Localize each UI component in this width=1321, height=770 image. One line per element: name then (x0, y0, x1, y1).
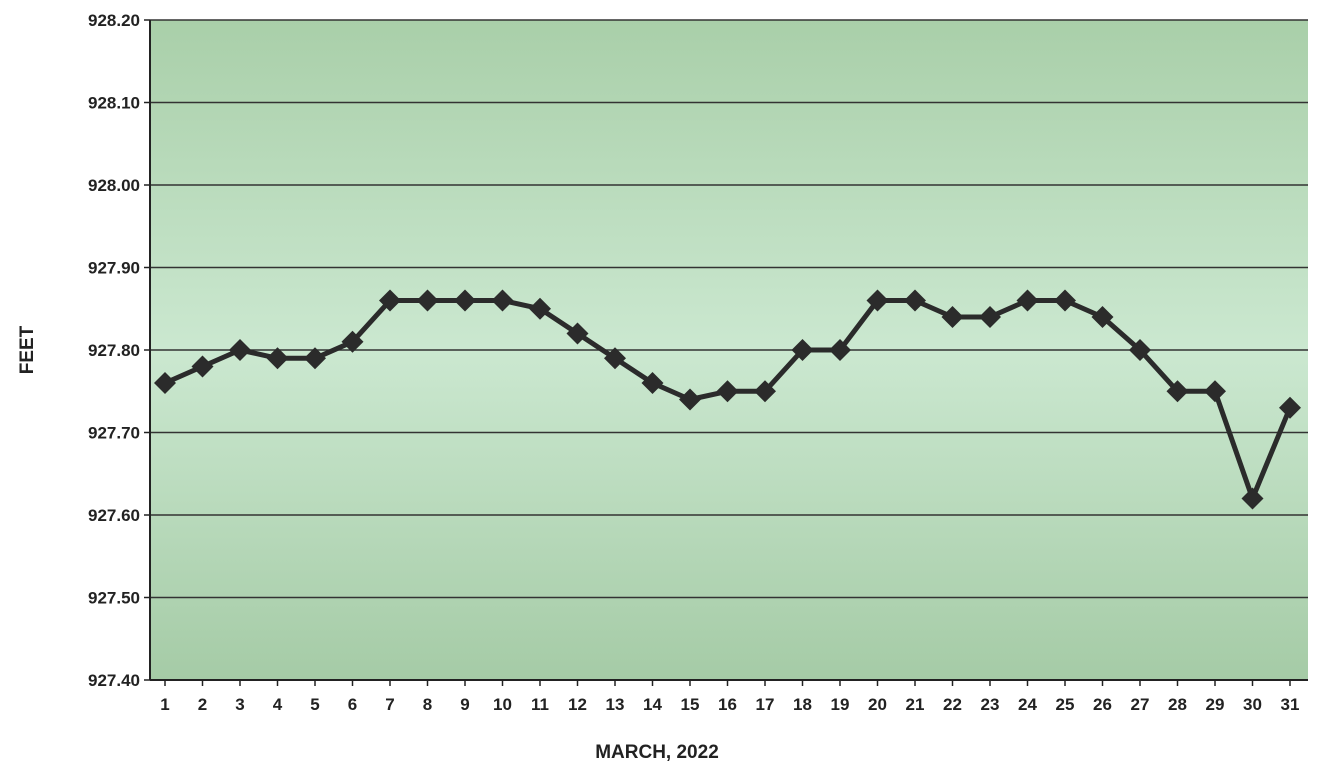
x-tick-label: 25 (1056, 695, 1075, 714)
x-tick-label: 13 (606, 695, 625, 714)
y-axis-ticks: 927.40 927.50 927.60 927.70 927.80 927.90 928.… (88, 11, 150, 690)
data-point-marker (1016, 289, 1039, 312)
x-tick-label: 4 (273, 695, 283, 714)
data-point-marker (866, 289, 889, 312)
data-point-marker (1054, 289, 1076, 312)
x-tick-label: 3 (235, 695, 244, 714)
data-point-marker (454, 289, 476, 312)
data-point-marker (754, 380, 776, 403)
x-axis-ticks: 1 2 3 4 5 6 7 8 9 10 11 12 13 14 15 16 17 18 19 20 21 22 23 24 2… (160, 680, 1299, 714)
data-point-marker (304, 347, 326, 370)
y-tick-label: 927.50 (88, 589, 140, 608)
x-tick-label: 9 (460, 695, 469, 714)
y-tick-label: 927.60 (88, 506, 140, 525)
data-point-marker (941, 306, 964, 328)
x-tick-label: 31 (1281, 695, 1300, 714)
x-tick-label: 28 (1168, 695, 1187, 714)
y-tick-label: 927.40 (88, 671, 140, 690)
x-tick-label: 22 (943, 695, 962, 714)
data-point-marker (641, 372, 664, 394)
x-tick-label: 18 (793, 695, 812, 714)
data-point-marker (904, 289, 926, 312)
x-tick-label: 23 (981, 695, 1000, 714)
data-point-marker (566, 322, 589, 345)
y-tick-label: 927.90 (88, 259, 140, 278)
y-tick-label: 927.70 (88, 424, 140, 443)
x-tick-label: 30 (1243, 695, 1262, 714)
y-tick-label: 927.80 (88, 341, 140, 360)
x-tick-label: 29 (1206, 695, 1225, 714)
data-point-marker (829, 339, 851, 361)
x-tick-label: 6 (348, 695, 357, 714)
data-point-marker (979, 306, 1001, 328)
x-tick-label: 17 (756, 695, 775, 714)
data-point-marker (379, 289, 401, 312)
y-tick-label: 928.20 (88, 11, 140, 30)
x-axis-title: MARCH, 2022 (595, 742, 719, 763)
data-markers (154, 289, 1301, 510)
data-point-marker (341, 330, 364, 353)
x-tick-label: 2 (198, 695, 207, 714)
data-point-marker (229, 339, 251, 361)
x-tick-label: 11 (531, 695, 549, 714)
x-tick-label: 10 (493, 695, 512, 714)
x-tick-label: 16 (718, 695, 737, 714)
y-axis-title: FEET (17, 325, 38, 374)
x-tick-label: 1 (160, 695, 169, 714)
y-tick-label: 928.00 (88, 176, 140, 195)
data-point-marker (191, 355, 214, 378)
x-tick-label: 21 (906, 695, 925, 714)
x-tick-label: 7 (385, 695, 394, 714)
data-point-marker (1091, 306, 1114, 328)
x-tick-label: 19 (831, 695, 850, 714)
x-tick-label: 5 (310, 695, 319, 714)
data-point-marker (154, 372, 176, 394)
gridlines (150, 19, 1308, 599)
data-point-marker (266, 347, 289, 370)
data-point-marker (1204, 380, 1226, 403)
y-tick-label: 928.10 (88, 94, 140, 113)
data-point-marker (1279, 396, 1301, 419)
data-point-marker (416, 289, 439, 312)
x-tick-label: 8 (423, 695, 432, 714)
x-tick-label: 27 (1131, 695, 1150, 714)
data-point-marker (679, 388, 701, 411)
x-tick-label: 24 (1018, 695, 1037, 714)
x-tick-label: 14 (643, 695, 662, 714)
data-point-marker (604, 347, 626, 370)
x-tick-label: 26 (1093, 695, 1112, 714)
data-point-marker (716, 380, 739, 403)
data-point-marker (491, 289, 514, 312)
data-point-marker (529, 297, 551, 320)
x-tick-label: 20 (868, 695, 887, 714)
data-point-marker (1129, 339, 1151, 361)
data-point-marker (791, 339, 814, 361)
data-point-marker (1166, 380, 1189, 403)
data-point-marker (1241, 487, 1264, 510)
x-tick-label: 12 (568, 695, 587, 714)
x-tick-label: 15 (681, 695, 700, 714)
